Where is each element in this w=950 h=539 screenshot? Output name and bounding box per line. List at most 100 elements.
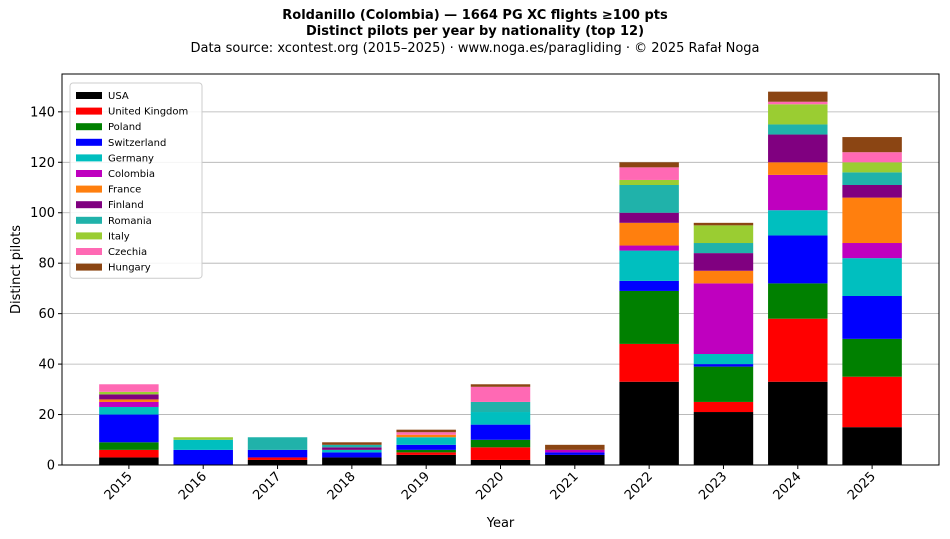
- bar-segment: [322, 449, 382, 453]
- bar-segment: [99, 394, 159, 400]
- legend-swatch: [76, 216, 102, 224]
- x-tick-label: 2016: [176, 469, 210, 503]
- bar-segment: [693, 222, 754, 226]
- bars: [99, 91, 902, 465]
- bar-segment: [842, 172, 902, 185]
- bar-segment: [842, 243, 902, 259]
- bar-segment: [842, 295, 902, 339]
- bar-segment: [470, 386, 531, 402]
- y-tick-label: 20: [38, 408, 55, 423]
- bar-segment: [768, 318, 828, 382]
- x-tick-label: 2017: [250, 469, 284, 503]
- legend-label: Italy: [108, 231, 130, 242]
- bar-segment: [768, 134, 828, 163]
- bar-segment: [693, 253, 754, 271]
- legend-swatch: [76, 263, 102, 271]
- x-tick-label: 2015: [102, 469, 136, 503]
- bar-segment: [470, 459, 531, 465]
- legend-swatch: [76, 138, 102, 146]
- bar-segment: [842, 338, 902, 377]
- bar-segment: [768, 210, 828, 236]
- bar-segment: [768, 283, 828, 319]
- bar-segment: [322, 457, 382, 465]
- bar-segment: [173, 437, 233, 440]
- bar-segment: [396, 454, 456, 465]
- bar-segment: [545, 444, 605, 450]
- bar-segment: [396, 444, 456, 450]
- bar-segment: [768, 162, 828, 175]
- bar-segment: [99, 449, 159, 458]
- y-tick-label: 0: [47, 459, 55, 474]
- bar-segment: [396, 429, 456, 433]
- bar-segment: [99, 391, 159, 395]
- bar-segment: [99, 399, 159, 402]
- bar-segment: [322, 444, 382, 448]
- bar-segment: [99, 442, 159, 450]
- x-tick-label: 2020: [473, 469, 507, 503]
- bar-segment: [619, 245, 679, 251]
- bar-segment: [768, 174, 828, 211]
- bar-segment: [619, 290, 679, 344]
- chart-source: Data source: xcontest.org (2015–2025) · …: [190, 41, 760, 56]
- bar-segment: [693, 270, 754, 284]
- bar-segment: [470, 384, 531, 387]
- bar-segment: [693, 412, 754, 465]
- legend-swatch: [76, 170, 102, 177]
- bar-segment: [247, 437, 308, 450]
- bar-segment: [247, 449, 308, 458]
- chart-subtitle: Distinct pilots per year by nationality …: [305, 24, 645, 39]
- bar-segment: [545, 454, 605, 465]
- bar-segment: [693, 401, 754, 413]
- bar-segment: [842, 258, 902, 296]
- legend-label: France: [108, 185, 141, 196]
- bar-segment: [842, 152, 902, 163]
- legend-swatch: [76, 201, 102, 209]
- y-tick-label: 100: [30, 206, 55, 221]
- legend-label: Colombia: [108, 169, 155, 180]
- bar-segment: [619, 343, 679, 382]
- bar-segment: [768, 91, 828, 102]
- y-tick-label: 80: [38, 257, 55, 272]
- bar-segment: [693, 225, 754, 244]
- bar-segment: [693, 366, 754, 402]
- y-tick-label: 140: [30, 105, 55, 120]
- legend-swatch: [76, 92, 102, 99]
- bar-segment: [99, 401, 159, 407]
- x-tick-label: 2022: [622, 469, 656, 503]
- bar-segment: [545, 452, 605, 455]
- legend-swatch: [76, 107, 102, 115]
- legend-swatch: [76, 185, 102, 193]
- legend-label: Czechia: [108, 247, 147, 258]
- bar-segment: [693, 364, 754, 367]
- bar-segment: [842, 376, 902, 428]
- bar-segment: [842, 184, 902, 198]
- x-tick-label: 2021: [548, 469, 582, 503]
- bar-segment: [768, 124, 828, 135]
- bar-segment: [842, 427, 902, 465]
- bar-segment: [99, 384, 159, 392]
- legend-swatch: [76, 232, 102, 240]
- chart-title-block: Roldanillo (Colombia) — 1664 PG XC fligh…: [0, 8, 950, 57]
- bar-segment: [99, 406, 159, 415]
- bar-segment: [99, 457, 159, 465]
- bar-segment: [619, 222, 679, 246]
- bar-segment: [619, 212, 679, 223]
- bar-segment: [619, 162, 679, 168]
- bar-segment: [768, 104, 828, 125]
- bar-segment: [619, 250, 679, 281]
- y-axis-label: Distinct pilots: [9, 225, 24, 314]
- y-axis-ticks: 0 20 40 60 80 100 120 140: [30, 105, 62, 474]
- bar-segment: [247, 459, 308, 465]
- legend-label: Finland: [108, 200, 144, 211]
- bar-segment: [768, 381, 828, 465]
- bar-segment: [173, 439, 233, 450]
- legend-label: Germany: [108, 153, 154, 164]
- bar-segment: [842, 162, 902, 173]
- bar-segment: [619, 381, 679, 465]
- bar-segment: [693, 283, 754, 355]
- bar-segment: [396, 449, 456, 453]
- legend-box: [69, 82, 203, 279]
- bar-segment: [173, 449, 233, 465]
- bar-segment: [99, 414, 159, 443]
- bar-segment: [545, 449, 605, 453]
